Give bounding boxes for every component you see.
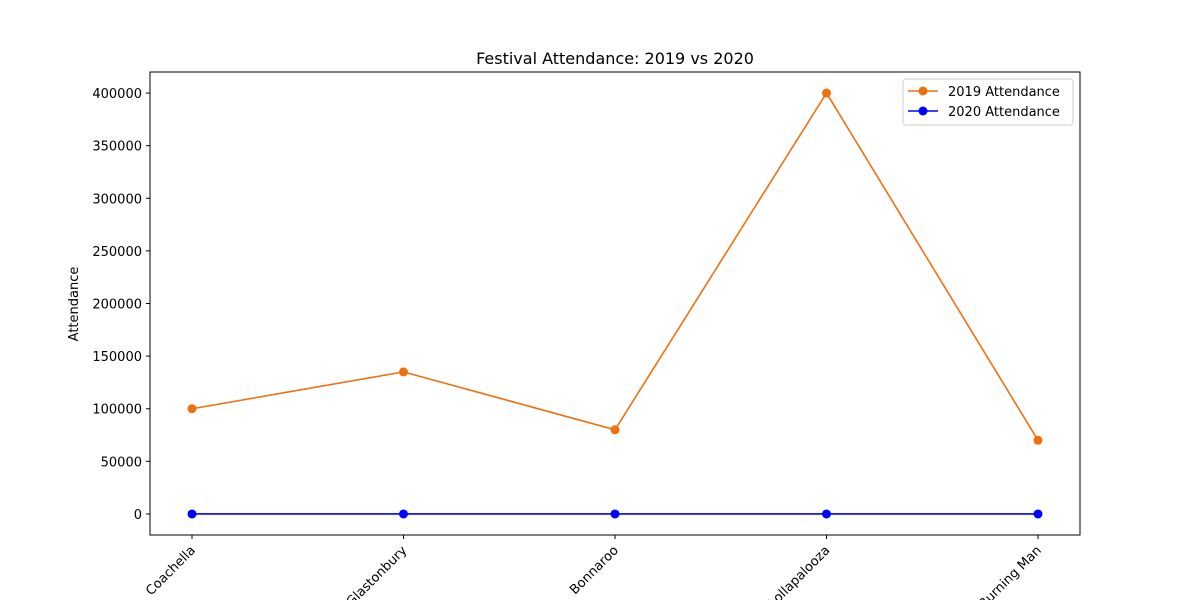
series-2 <box>187 509 1043 519</box>
series-line <box>191 91 1039 441</box>
x-tick-label: Coachella <box>143 543 199 599</box>
data-point <box>187 404 197 414</box>
legend-item: 2020 Attendance <box>908 105 1060 120</box>
data-point <box>822 509 831 519</box>
plot-area <box>149 71 1081 536</box>
data-point <box>399 509 408 519</box>
data-point <box>822 88 831 98</box>
legend-label: 2020 Attendance <box>948 105 1060 120</box>
x-tick-label: Bonnaroo <box>567 543 622 598</box>
x-tick-label: Lollapalooza <box>766 543 834 600</box>
data-point <box>187 509 197 519</box>
y-tick-label: 50000 <box>101 455 142 470</box>
legend-marker <box>918 86 928 96</box>
data-point <box>399 367 408 377</box>
x-tick-label: Burning Man <box>976 543 1045 600</box>
legend-box <box>902 78 1074 126</box>
legend-marker <box>918 106 928 116</box>
y-tick-label: 350000 <box>92 140 142 155</box>
data-point <box>610 425 620 435</box>
series-layer <box>187 88 1043 519</box>
y-tick-label: 200000 <box>92 298 142 313</box>
series-1 <box>187 88 1043 445</box>
y-tick-label: 400000 <box>92 87 142 102</box>
x-tick-label: Glastonbury <box>344 543 411 600</box>
y-tick-label: 300000 <box>92 192 142 207</box>
legend-label: 2019 Attendance <box>948 85 1060 100</box>
chart-title: Festival Attendance: 2019 vs 2020 <box>476 49 754 68</box>
data-point <box>1033 435 1043 445</box>
y-axis-label: Attendance <box>67 267 82 342</box>
legend: 2019 Attendance 2020 Attendance <box>902 78 1074 126</box>
legend-item: 2019 Attendance <box>908 85 1060 100</box>
y-tick-label: 150000 <box>92 350 142 365</box>
y-tick-label: 0 <box>134 508 142 523</box>
data-point <box>1033 509 1043 519</box>
y-tick-label: 100000 <box>92 403 142 418</box>
y-tick-label: 250000 <box>92 245 142 260</box>
data-point <box>610 509 620 519</box>
x-axis: Coachella Glastonbury Bonnaroo Lollapalooza… <box>143 535 1045 600</box>
y-axis: 0 50000 100000 150000 200000 250000 300000 3500… <box>92 87 150 523</box>
